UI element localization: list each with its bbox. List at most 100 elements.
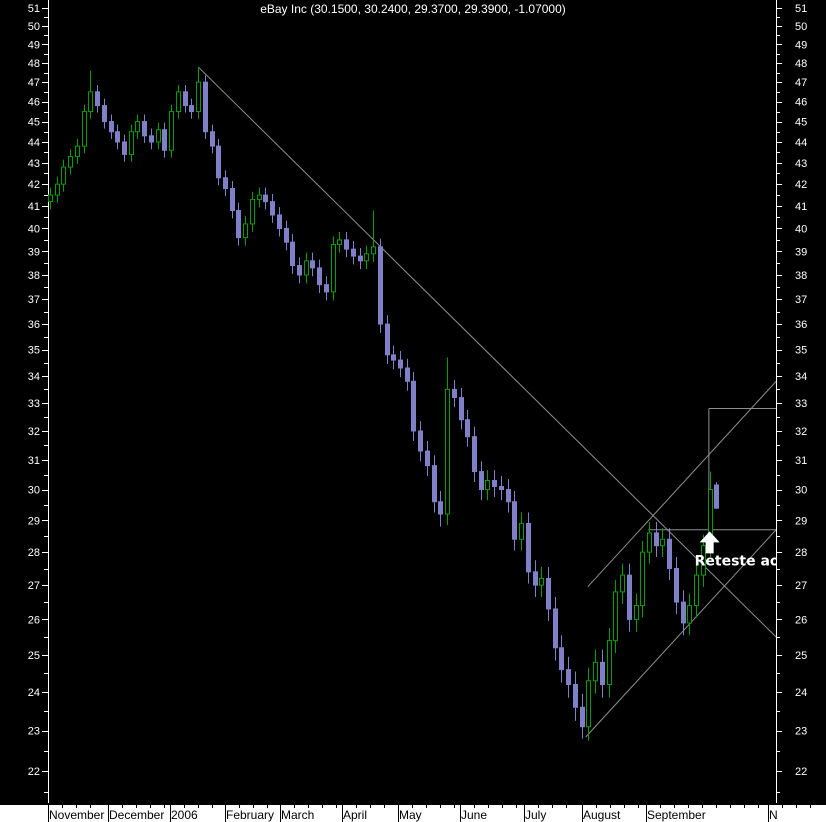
candle [620,563,625,604]
candle-body [189,105,194,113]
candle-body [82,111,87,147]
candle-body [539,577,544,586]
right-y-tick-label: 29 [795,515,807,527]
candle [223,170,228,197]
candle [115,124,120,150]
left-y-tick-label: 40 [28,223,40,235]
left-y-tick-label: 35 [28,345,40,357]
right-y-tick-label: 40 [795,223,807,235]
candle-body [304,260,309,276]
candle [405,358,410,391]
candle-body [297,265,302,276]
candle-body [452,388,457,399]
candle [129,124,134,162]
candle [122,134,127,162]
left-y-tick-label: 29 [28,515,40,527]
candle-body [169,111,174,151]
candle-body [109,121,114,133]
candle-body [391,354,396,361]
right-y-tick-label: 27 [795,580,807,592]
candle [310,252,315,277]
candle-body [438,501,443,515]
candle-body [115,131,120,143]
candle-body [660,538,665,547]
candle [331,236,336,301]
x-tick-label-n: N [769,808,778,822]
candle [411,371,416,441]
right-y-tick-label: 50 [795,21,807,33]
candle [660,528,665,558]
annotation-group: Reteste ao [695,531,780,569]
candle-body [681,601,686,624]
candle [694,563,699,618]
candle-body [385,323,390,356]
right-y-tick-label: 24 [795,687,807,699]
left-y-tick-label: 51 [28,3,40,15]
right-y-tick-label: 43 [795,158,807,170]
candle [479,461,484,501]
candle-body [485,480,490,491]
candle-body [634,605,639,620]
candle [169,104,174,158]
candle [438,491,443,527]
left-y-tick-label: 30 [28,485,40,497]
candle [600,649,605,698]
candle-body [61,166,66,185]
left-y-tick-label: 39 [28,246,40,258]
candle-body [627,574,632,620]
x-tick-label-april: April [343,808,367,822]
candle-body [613,591,618,642]
candle [257,187,262,208]
candle-body [371,246,376,255]
candle [593,649,598,694]
candle-body [647,532,652,553]
candle-body [236,209,241,239]
candle [378,238,383,333]
left-y-tick-label: 28 [28,547,40,559]
candle [203,75,208,139]
left-y-tick-label: 44 [28,137,40,149]
candle-body [142,121,147,137]
candle [452,379,457,408]
trendline-channel-upper [587,380,776,588]
candle-body [243,223,248,239]
right-y-tick-label: 36 [795,319,807,331]
candle [425,440,430,477]
candle-body [95,91,100,107]
candle-body [358,255,363,262]
candle [573,671,578,721]
candle [270,193,275,223]
right-y-tick-label: 46 [795,97,807,109]
x-tick-label-february: February [226,808,274,822]
candle-body [667,538,672,570]
candle [250,191,255,232]
annotation-text: Reteste ao [695,553,780,569]
candle-body [129,131,134,155]
candle [499,476,504,501]
candle-body [546,577,551,610]
candle-body [48,194,53,203]
candle [472,426,477,483]
candle [68,149,73,175]
left-y-tick-label: 43 [28,158,40,170]
left-y-tick-label: 26 [28,614,40,626]
candle-body [75,145,80,158]
candle-body [55,183,60,196]
candle [701,534,706,587]
candle-body [506,489,511,503]
candle [432,455,437,513]
candle [351,241,356,265]
candle [236,202,241,246]
candle [559,635,564,683]
candle [243,216,248,246]
candle [674,557,679,615]
candle-body [68,156,73,168]
x-tick-label-june: June [461,808,487,822]
right-y-tick-label: 34 [795,371,807,383]
candle-body [277,214,282,229]
candle [216,138,221,186]
candle [290,234,295,274]
candle [654,521,659,558]
right-y-tick-label: 44 [795,137,807,149]
